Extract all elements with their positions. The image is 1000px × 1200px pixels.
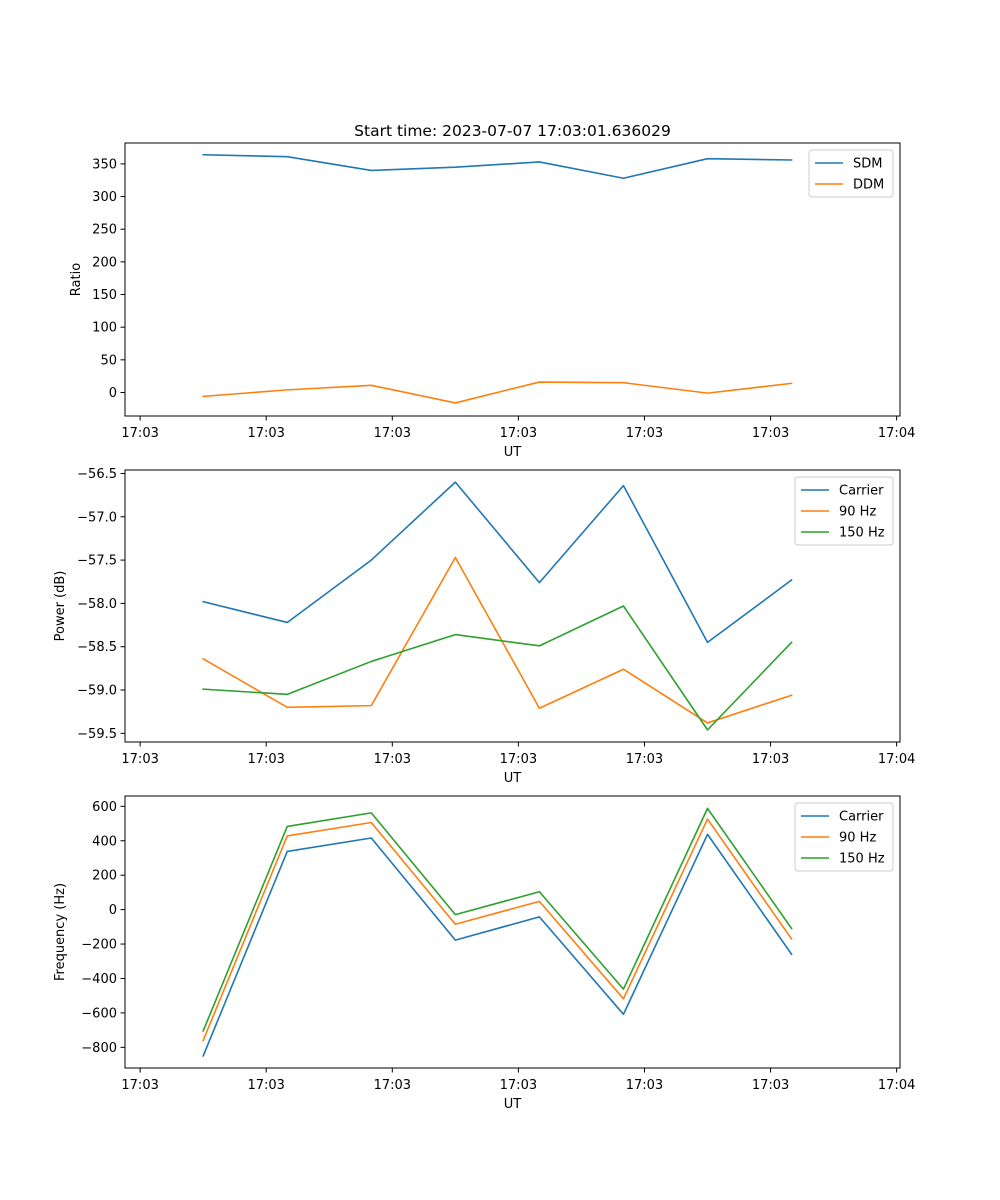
y-tick-label: 300 [92, 190, 117, 205]
y-axis-label: Ratio [69, 263, 84, 296]
y-tick-label: 0 [109, 903, 117, 918]
y-tick-label: −800 [81, 1041, 117, 1056]
series-line-carrier [202, 833, 793, 1057]
x-tick-label: 17:03 [247, 1078, 284, 1093]
series-line-150-hz [202, 807, 793, 1033]
legend-box [794, 802, 894, 872]
y-tick-label: 600 [92, 800, 117, 815]
y-tick-label: 150 [92, 288, 117, 303]
y-tick-label: 0 [109, 386, 117, 401]
x-tick-label: 17:03 [752, 752, 789, 767]
x-tick-label: 17:03 [626, 1078, 663, 1093]
x-tick-label: 17:03 [500, 426, 537, 441]
legend-box [808, 149, 894, 198]
x-axis-label: UT [504, 1097, 522, 1112]
y-tick-label: −57.5 [77, 554, 117, 569]
legend-entry: SDM [853, 157, 882, 172]
y-tick-label: −59.0 [77, 684, 117, 699]
legend-entry: Carrier [839, 810, 884, 825]
axes-frame [124, 142, 901, 417]
legend: Carrier 90 Hz 150 Hz [794, 476, 894, 546]
y-axis-label: Power (dB) [53, 571, 68, 642]
y-tick-label: −600 [81, 1006, 117, 1021]
x-tick-label: 17:03 [752, 426, 789, 441]
y-tick-label: 200 [92, 255, 117, 270]
chart-title: Start time: 2023-07-07 17:03:01.636029 [354, 122, 671, 140]
x-tick-label: 17:04 [878, 1078, 915, 1093]
y-tick-label: 100 [92, 321, 117, 336]
x-axis-label: UT [504, 771, 522, 786]
x-axis-label: UT [504, 445, 522, 460]
legend: Carrier 90 Hz 150 Hz [794, 802, 894, 872]
x-tick-label: 17:03 [247, 752, 284, 767]
axes-frame [124, 469, 901, 743]
y-tick-label: −57.0 [77, 510, 117, 525]
y-tick-label: −58.0 [77, 597, 117, 612]
series-line-150-hz [202, 605, 793, 731]
series-line-sdm [202, 153, 793, 180]
x-tick-label: 17:03 [121, 1078, 158, 1093]
legend-entry: 150 Hz [839, 526, 885, 541]
y-tick-label: 50 [100, 353, 117, 368]
y-tick-label: −56.5 [77, 467, 117, 482]
legend-entry: DDM [853, 178, 884, 193]
x-tick-label: 17:03 [121, 426, 158, 441]
chart-panel-3: 17:03 17:03 17:03 17:03 17:03 17:03 17:04 −800 −… [53, 795, 915, 1112]
chart-panel-1: 17:03 17:03 17:03 17:03 17:03 17:03 17:04 0 50 10… [69, 122, 915, 460]
x-tick-label: 17:03 [626, 752, 663, 767]
y-tick-label: 400 [92, 834, 117, 849]
legend-entry: 150 Hz [839, 852, 885, 867]
x-tick-label: 17:03 [752, 1078, 789, 1093]
legend-entry: 90 Hz [839, 505, 876, 520]
y-tick-label: −400 [81, 972, 117, 987]
legend-box [794, 476, 894, 546]
series-line-ddm [202, 381, 793, 404]
series-line-90-hz [202, 556, 793, 724]
y-tick-label: 350 [92, 157, 117, 172]
x-tick-label: 17:03 [374, 752, 411, 767]
x-tick-label: 17:03 [374, 426, 411, 441]
x-tick-label: 17:03 [500, 752, 537, 767]
y-tick-label: −58.5 [77, 640, 117, 655]
x-tick-label: 17:03 [374, 1078, 411, 1093]
y-axis-label: Frequency (Hz) [53, 883, 68, 981]
legend-entry: Carrier [839, 484, 884, 499]
x-tick-label: 17:03 [500, 1078, 537, 1093]
series-line-90-hz [202, 818, 793, 1042]
y-tick-label: −200 [81, 938, 117, 953]
x-tick-label: 17:03 [247, 426, 284, 441]
legend: SDM DDM [808, 149, 894, 198]
y-tick-label: −59.5 [77, 727, 117, 742]
x-tick-label: 17:03 [626, 426, 663, 441]
y-tick-label: 200 [92, 869, 117, 884]
y-tick-label: 250 [92, 223, 117, 238]
x-tick-label: 17:04 [878, 426, 915, 441]
x-tick-label: 17:04 [878, 752, 915, 767]
x-tick-label: 17:03 [121, 752, 158, 767]
chart-panel-2: 17:03 17:03 17:03 17:03 17:03 17:03 17:04 −59.5… [53, 467, 915, 786]
axes-frame [124, 795, 901, 1069]
series-line-carrier [202, 481, 793, 644]
legend-entry: 90 Hz [839, 831, 876, 846]
